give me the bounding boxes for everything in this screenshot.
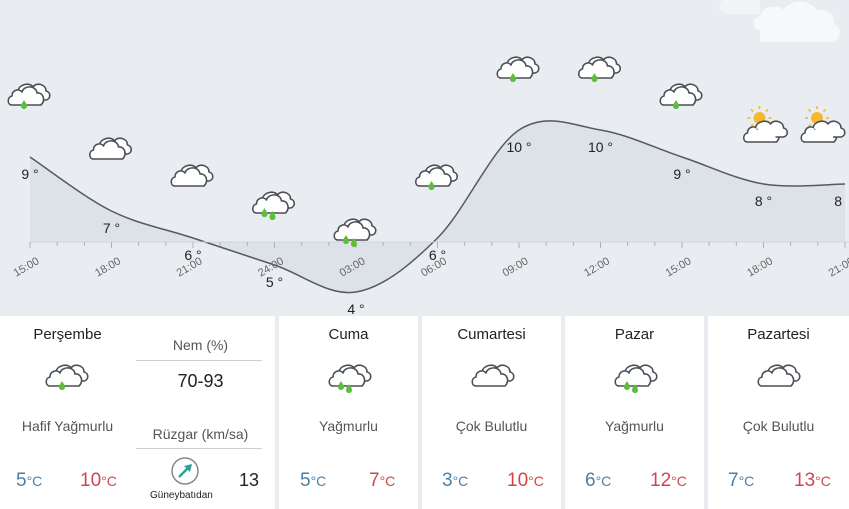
x-axis-ticks [29, 242, 846, 248]
x-axis-tick-label: 21:00 [827, 255, 849, 279]
day-min-temp: 6°C [585, 470, 612, 491]
day-card-sunday[interactable]: Pazar Yağmurlu 6°C 12°C [565, 316, 704, 509]
temperature-label: 5 ° [266, 274, 283, 290]
rain-cloud-icon [251, 191, 296, 220]
day-min-temp: 5°C [16, 470, 43, 491]
day-condition: Yağmurlu [319, 418, 378, 434]
temperature-label: 10 ° [506, 139, 531, 155]
day-name: Cumartesi [457, 326, 526, 343]
light-rain-cloud-icon [496, 56, 540, 82]
wind-value: 13 [239, 470, 260, 490]
x-axis-tick-label: 15:00 [664, 255, 694, 279]
day-card-friday[interactable]: Cuma Yağmurlu 5°C 7°C [279, 316, 418, 509]
light-rain-cloud-icon [45, 364, 89, 390]
rain-cloud-icon [614, 364, 658, 393]
day-min-temp: 5°C [300, 470, 327, 491]
temperature-label: 6 ° [429, 247, 446, 263]
cloud-icon [88, 137, 133, 160]
day-max-temp: 10°C [80, 470, 117, 491]
day-max-temp: 12°C [650, 470, 687, 491]
cloud-icon [757, 364, 801, 387]
light-rain-cloud-icon [577, 56, 622, 82]
day-condition: Yağmurlu [605, 418, 664, 434]
temperature-label: 8 [834, 193, 842, 209]
humidity-divider [136, 360, 262, 361]
temperature-label: 4 ° [347, 301, 364, 316]
x-axis-tick-label: 12:00 [582, 255, 612, 279]
day-max-temp: 10°C [507, 470, 544, 491]
wind-direction-arrow-icon [171, 457, 199, 485]
partly-sunny-icon [742, 105, 789, 143]
day-condition: Çok Bulutlu [455, 418, 528, 434]
day-name: Perşembe [33, 326, 102, 343]
day-name: Pazar [614, 326, 655, 343]
temperature-label: 9 ° [673, 166, 690, 182]
day-name: Pazartesi [747, 326, 810, 343]
day-min-temp: 3°C [442, 470, 469, 491]
day-card-monday[interactable]: Pazartesi Çok Bulutlu 7°C 13°C [708, 316, 849, 509]
wind-direction: Güneybatıdan [150, 490, 213, 501]
day-max-temp: 7°C [369, 470, 396, 491]
temperature-line [29, 120, 846, 294]
temperature-labels: 9 ° 7 ° 6 ° 5 ° 4 ° 6 ° 10 ° 10 ° 9 ° 8 ° 8 [21, 139, 842, 316]
light-rain-cloud-icon [7, 83, 51, 109]
day-max-temp: 13°C [794, 470, 831, 491]
temperature-label: 8 ° [755, 193, 772, 209]
x-axis-tick-label: 09:00 [501, 255, 531, 279]
day-card-saturday[interactable]: Cumartesi Çok Bulutlu 3°C 10°C [422, 316, 561, 509]
daily-forecast: Perşembe Hafif Yağmurlu 5°C 10°C Nem (%)… [0, 316, 849, 509]
partly-sunny-icon [800, 105, 846, 143]
cloud-icon [471, 364, 515, 387]
cloud-icon [170, 164, 214, 187]
day-min-temp: 7°C [728, 470, 755, 491]
background-clouds [719, 0, 840, 42]
day-condition: Çok Bulutlu [742, 418, 815, 434]
temperature-label: 10 ° [588, 139, 613, 155]
day-name: Cuma [328, 326, 369, 343]
temperature-label: 7 ° [103, 220, 120, 236]
x-axis-tick-label: 18:00 [93, 255, 123, 279]
wind-divider [136, 448, 262, 449]
humidity-value: 70-93 [177, 371, 224, 391]
temperature-label: 6 ° [184, 247, 201, 263]
x-axis-tick-label: 18:00 [745, 255, 775, 279]
x-axis-tick-label: 15:00 [12, 255, 42, 279]
light-rain-cloud-icon [414, 164, 459, 190]
humidity-label: Nem (%) [172, 337, 229, 353]
day-condition: Hafif Yağmurlu [21, 418, 114, 434]
rain-cloud-icon [328, 364, 372, 393]
temperature-label: 9 ° [21, 166, 38, 182]
day-card-thursday[interactable]: Perşembe Hafif Yağmurlu 5°C 10°C Nem (%)… [0, 316, 275, 509]
hourly-temperature-chart: 9 ° 7 ° 6 ° 5 ° 4 ° 6 ° 10 ° 10 ° 9 ° 8 ° 8 15:00 1… [7, 0, 849, 316]
temperature-area [30, 120, 845, 293]
wind-label: Rüzgar (km/sa) [152, 426, 249, 442]
light-rain-cloud-icon [659, 83, 703, 109]
